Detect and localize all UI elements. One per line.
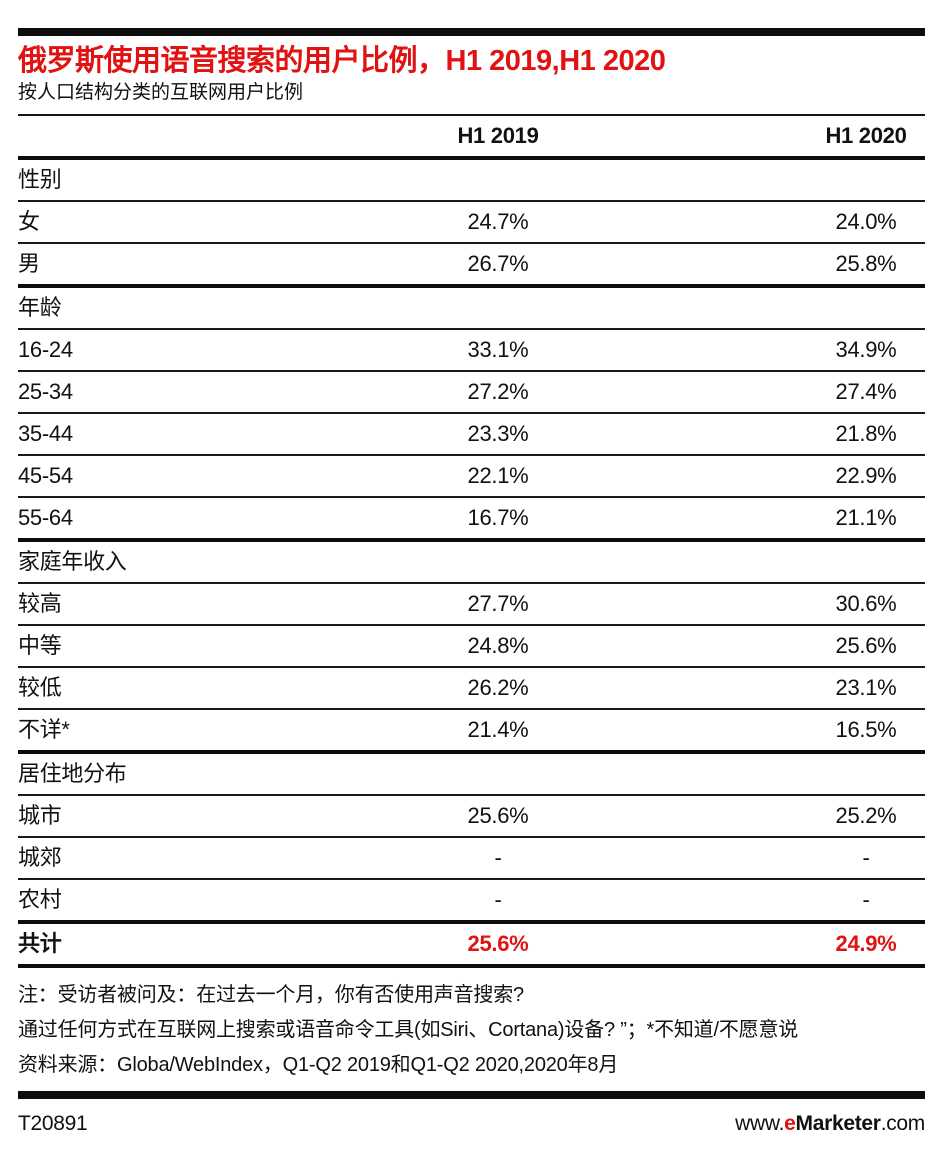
value-h1-2020: 25.6% — [807, 625, 925, 668]
table-row: 35-44 23.3% 21.8% — [18, 413, 925, 456]
value-h1-2020: 25.2% — [807, 795, 925, 838]
section-header-label: 居住地分布 — [18, 752, 925, 796]
value-h1-2020: 25.8% — [807, 243, 925, 288]
value-h1-2019: 23.3% — [189, 413, 807, 456]
row-label: 女 — [18, 201, 189, 244]
table-header-row: H1 2019 H1 2020 — [18, 115, 925, 160]
row-label: 25-34 — [18, 371, 189, 414]
value-h1-2019: 21.4% — [189, 709, 807, 754]
table-row: 城市 25.6% 25.2% — [18, 795, 925, 838]
row-label: 55-64 — [18, 497, 189, 542]
row-label: 城郊 — [18, 837, 189, 880]
footer: T20891 www.eMarketer.com — [18, 1099, 925, 1136]
value-h1-2019: - — [189, 837, 807, 880]
section-header-label: 家庭年收入 — [18, 540, 925, 584]
table-row: 55-64 16.7% 21.1% — [18, 497, 925, 542]
spacer — [18, 1083, 925, 1091]
row-label: 较高 — [18, 583, 189, 626]
total-value-h1-2019: 25.6% — [189, 922, 807, 968]
top-bar — [18, 28, 925, 36]
site-tld: .com — [880, 1112, 926, 1135]
site-www: www. — [735, 1112, 785, 1135]
value-h1-2019: 27.2% — [189, 371, 807, 414]
value-h1-2019: 25.6% — [189, 795, 807, 838]
footnotes: 注：受访者被问及：在过去一个月，你有否使用声音搜索? 通过任何方式在互联网上搜索… — [18, 978, 925, 1083]
table-row: 16-24 33.1% 34.9% — [18, 329, 925, 372]
section-header-row: 家庭年收入 — [18, 540, 925, 584]
table-row: 45-54 22.1% 22.9% — [18, 455, 925, 498]
table-row: 农村 - - — [18, 879, 925, 924]
doc-id: T20891 — [18, 1112, 88, 1135]
row-label: 较低 — [18, 667, 189, 710]
table-row: 较高 27.7% 30.6% — [18, 583, 925, 626]
value-h1-2019: 33.1% — [189, 329, 807, 372]
note-line: 注：受访者被问及：在过去一个月，你有否使用声音搜索? — [18, 984, 524, 1006]
section-header-label: 性别 — [18, 158, 925, 202]
page-title: 俄罗斯使用语音搜索的用户比例，H1 2019,H1 2020 — [18, 45, 666, 77]
value-h1-2020: 16.5% — [807, 709, 925, 754]
row-label: 中等 — [18, 625, 189, 668]
value-h1-2019: 24.7% — [189, 201, 807, 244]
value-h1-2020: 30.6% — [807, 583, 925, 626]
section-header-row: 居住地分布 — [18, 752, 925, 796]
data-table: H1 2019 H1 2020 性别 女 24.7% 24.0% 男 26.7%… — [18, 114, 925, 968]
total-row: 共计 25.6% 24.9% — [18, 922, 925, 968]
source-line: 资料来源：Globa/WebIndex，Q1-Q2 2019和Q1-Q2 202… — [18, 1054, 619, 1076]
section-header-row: 性别 — [18, 158, 925, 202]
site-brand: Marketer — [795, 1112, 881, 1135]
value-h1-2019: 27.7% — [189, 583, 807, 626]
section-header-label: 年龄 — [18, 286, 925, 330]
value-h1-2020: 27.4% — [807, 371, 925, 414]
column-header-h1-2020: H1 2020 — [807, 115, 925, 160]
row-label: 农村 — [18, 879, 189, 924]
table-row: 城郊 - - — [18, 837, 925, 880]
bottom-bar — [18, 1091, 925, 1099]
value-h1-2020: 22.9% — [807, 455, 925, 498]
table-row: 25-34 27.2% 27.4% — [18, 371, 925, 414]
section-header-row: 年龄 — [18, 286, 925, 330]
value-h1-2019: 26.2% — [189, 667, 807, 710]
row-label: 35-44 — [18, 413, 189, 456]
value-h1-2020: - — [807, 837, 925, 880]
value-h1-2019: 24.8% — [189, 625, 807, 668]
row-label: 城市 — [18, 795, 189, 838]
value-h1-2019: 22.1% — [189, 455, 807, 498]
value-h1-2020: 21.8% — [807, 413, 925, 456]
site-url: www.eMarketer.com — [735, 1112, 925, 1136]
note-line: 通过任何方式在互联网上搜索或语音命令工具(如Siri、Cortana)设备? ”… — [18, 1019, 799, 1041]
total-label: 共计 — [18, 922, 189, 968]
page-subtitle: 按人口结构分类的互联网用户比例 — [18, 82, 304, 103]
corner-cell — [18, 115, 189, 160]
value-h1-2020: - — [807, 879, 925, 924]
row-label: 45-54 — [18, 455, 189, 498]
column-header-h1-2019: H1 2019 — [189, 115, 807, 160]
table-row: 不详* 21.4% 16.5% — [18, 709, 925, 754]
total-value-h1-2020: 24.9% — [807, 922, 925, 968]
table-row: 女 24.7% 24.0% — [18, 201, 925, 244]
row-label: 不详* — [18, 709, 189, 754]
site-e: e — [784, 1112, 796, 1135]
row-label: 男 — [18, 243, 189, 288]
value-h1-2020: 23.1% — [807, 667, 925, 710]
value-h1-2019: - — [189, 879, 807, 924]
table-row: 较低 26.2% 23.1% — [18, 667, 925, 710]
table-row: 男 26.7% 25.8% — [18, 243, 925, 288]
table-row: 中等 24.8% 25.6% — [18, 625, 925, 668]
value-h1-2020: 34.9% — [807, 329, 925, 372]
value-h1-2019: 26.7% — [189, 243, 807, 288]
row-label: 16-24 — [18, 329, 189, 372]
value-h1-2019: 16.7% — [189, 497, 807, 542]
value-h1-2020: 24.0% — [807, 201, 925, 244]
value-h1-2020: 21.1% — [807, 497, 925, 542]
